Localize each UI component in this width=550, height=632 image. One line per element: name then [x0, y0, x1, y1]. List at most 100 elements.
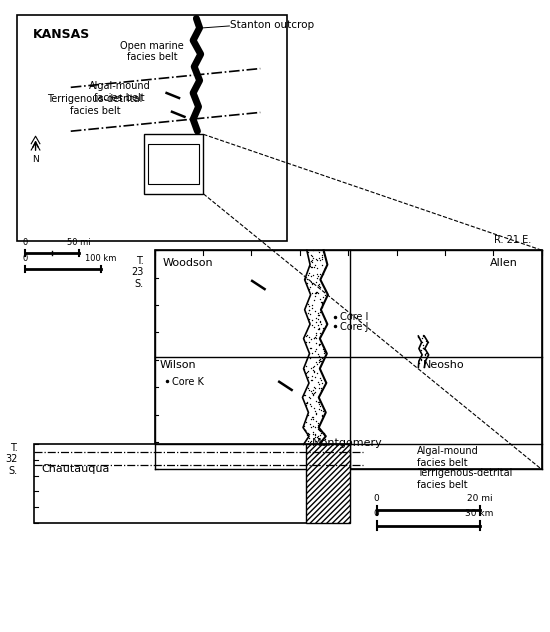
- Point: [306, 422, 315, 432]
- Point: [308, 257, 317, 267]
- Point: [309, 262, 318, 272]
- Point: [304, 428, 312, 438]
- Point: [313, 434, 322, 444]
- Point: [306, 334, 315, 344]
- Point: [306, 386, 315, 396]
- Point: [317, 356, 326, 366]
- Point: [319, 292, 328, 302]
- Point: [302, 367, 311, 377]
- Point: [309, 253, 318, 264]
- Point: [316, 328, 324, 338]
- Point: [307, 276, 316, 286]
- Point: [302, 417, 311, 427]
- Point: [308, 300, 317, 310]
- Point: [419, 340, 427, 350]
- Text: 0: 0: [22, 254, 28, 263]
- Point: [309, 414, 317, 424]
- Point: [316, 255, 324, 265]
- Point: [318, 252, 327, 262]
- Point: [302, 337, 311, 348]
- Point: [310, 388, 318, 398]
- Point: [309, 412, 317, 422]
- Point: [310, 406, 319, 416]
- Point: [320, 263, 329, 273]
- Text: 20 mi: 20 mi: [467, 494, 492, 502]
- Point: [314, 270, 323, 281]
- Point: [313, 324, 322, 334]
- Point: [306, 353, 315, 363]
- Point: [424, 337, 432, 347]
- Point: [307, 288, 316, 298]
- Point: [304, 410, 312, 420]
- Text: R. 21 E.: R. 21 E.: [494, 234, 531, 245]
- Point: [318, 323, 327, 333]
- Point: [318, 298, 327, 308]
- Point: [312, 317, 321, 327]
- Point: [311, 287, 320, 297]
- Point: [318, 299, 327, 309]
- Point: [300, 389, 309, 399]
- Point: [309, 439, 317, 449]
- Point: [320, 403, 329, 413]
- Point: [309, 427, 317, 437]
- Point: [313, 245, 322, 255]
- Point: [305, 343, 314, 353]
- Point: [317, 405, 326, 415]
- Point: [316, 282, 324, 292]
- Point: [316, 269, 324, 279]
- Point: [316, 354, 324, 364]
- Point: [301, 331, 310, 341]
- Point: [307, 277, 316, 288]
- Point: [414, 332, 423, 343]
- Text: Core I: Core I: [340, 312, 368, 322]
- Point: [317, 435, 326, 445]
- Point: [312, 338, 321, 348]
- Text: Chautauqua: Chautauqua: [41, 465, 109, 475]
- Point: [306, 375, 315, 385]
- Point: [306, 414, 315, 424]
- Text: Core K: Core K: [172, 377, 204, 387]
- Point: [320, 430, 329, 441]
- Point: [312, 313, 321, 323]
- Point: [310, 333, 318, 343]
- Point: [318, 254, 327, 264]
- Point: [311, 288, 320, 298]
- Point: [306, 399, 315, 410]
- Point: [303, 430, 312, 441]
- Point: [315, 315, 324, 325]
- Point: [321, 286, 329, 296]
- Text: Core J: Core J: [340, 322, 368, 332]
- Point: [317, 410, 326, 420]
- Point: [317, 385, 326, 395]
- Point: [317, 329, 326, 339]
- Point: [304, 383, 312, 393]
- Point: [314, 310, 322, 320]
- Point: [303, 398, 312, 408]
- Point: [315, 279, 324, 289]
- Point: [305, 336, 314, 346]
- Point: [307, 401, 316, 411]
- Point: [307, 320, 316, 331]
- Point: [305, 305, 314, 315]
- Point: [303, 372, 312, 382]
- Bar: [35, 444, 350, 523]
- Point: [313, 368, 322, 378]
- Point: [317, 379, 326, 389]
- Point: [302, 368, 311, 378]
- Point: [313, 308, 322, 319]
- Point: [420, 358, 429, 368]
- Point: [421, 349, 430, 359]
- Point: [301, 425, 310, 435]
- Point: [311, 422, 320, 432]
- Bar: [148, 143, 199, 185]
- Point: [416, 355, 425, 365]
- Point: [320, 346, 328, 356]
- Point: [318, 296, 327, 307]
- Point: [418, 337, 427, 348]
- Point: [305, 305, 314, 315]
- Point: [312, 408, 321, 418]
- Point: [307, 303, 316, 313]
- Point: [315, 281, 324, 291]
- Point: [304, 436, 313, 446]
- Point: [313, 286, 322, 296]
